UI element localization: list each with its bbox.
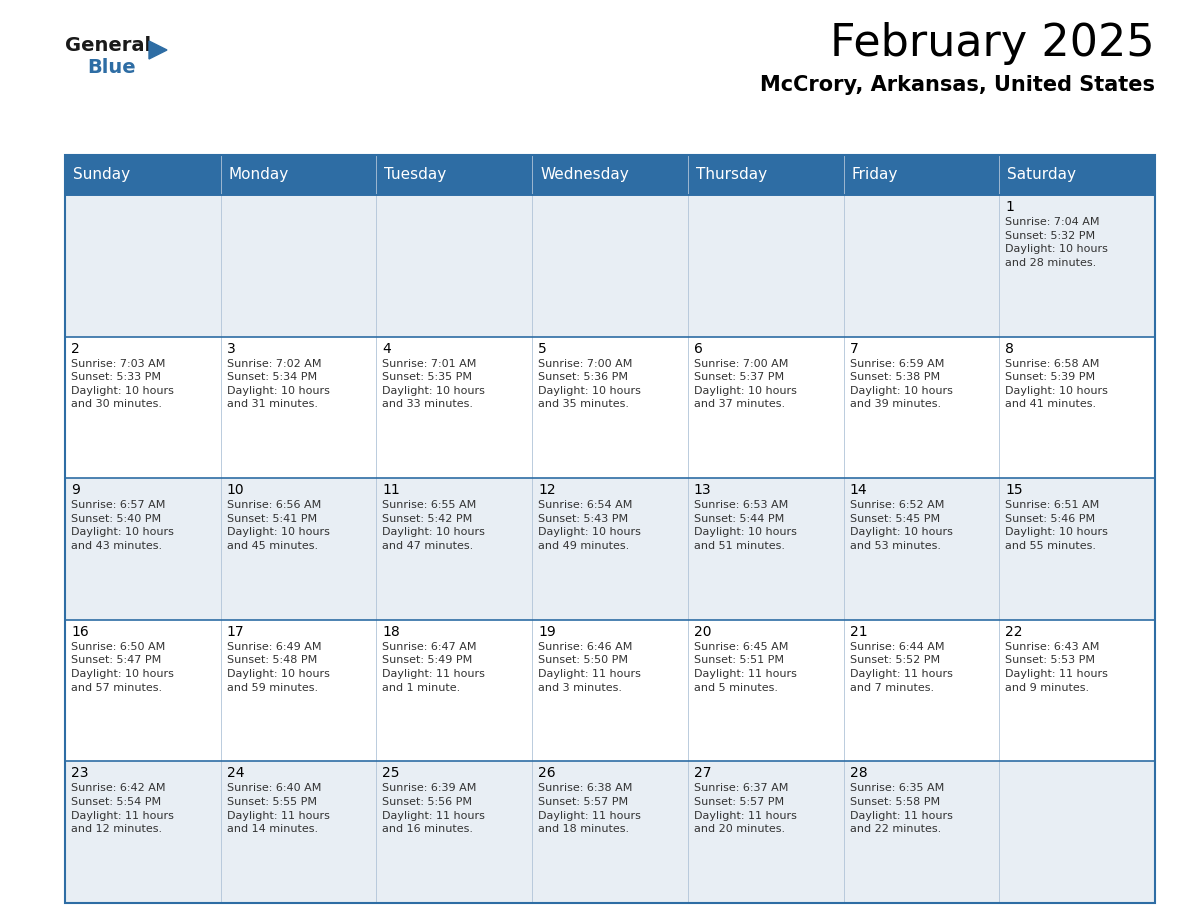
Text: Sunrise: 7:04 AM
Sunset: 5:32 PM
Daylight: 10 hours
and 28 minutes.: Sunrise: 7:04 AM Sunset: 5:32 PM Dayligh… xyxy=(1005,217,1108,268)
Text: Sunrise: 6:45 AM
Sunset: 5:51 PM
Daylight: 11 hours
and 5 minutes.: Sunrise: 6:45 AM Sunset: 5:51 PM Dayligh… xyxy=(694,642,797,692)
Text: 5: 5 xyxy=(538,341,546,355)
Bar xyxy=(65,620,1155,761)
Text: Sunrise: 6:35 AM
Sunset: 5:58 PM
Daylight: 11 hours
and 22 minutes.: Sunrise: 6:35 AM Sunset: 5:58 PM Dayligh… xyxy=(849,783,953,834)
Text: 25: 25 xyxy=(383,767,400,780)
Text: 7: 7 xyxy=(849,341,858,355)
Text: 17: 17 xyxy=(227,625,245,639)
Text: Sunrise: 6:50 AM
Sunset: 5:47 PM
Daylight: 10 hours
and 57 minutes.: Sunrise: 6:50 AM Sunset: 5:47 PM Dayligh… xyxy=(71,642,173,692)
Text: 14: 14 xyxy=(849,483,867,498)
Text: 23: 23 xyxy=(71,767,88,780)
Text: Sunrise: 6:56 AM
Sunset: 5:41 PM
Daylight: 10 hours
and 45 minutes.: Sunrise: 6:56 AM Sunset: 5:41 PM Dayligh… xyxy=(227,500,329,551)
Bar xyxy=(65,337,1155,478)
Text: Sunrise: 6:52 AM
Sunset: 5:45 PM
Daylight: 10 hours
and 53 minutes.: Sunrise: 6:52 AM Sunset: 5:45 PM Dayligh… xyxy=(849,500,953,551)
Text: 13: 13 xyxy=(694,483,712,498)
Text: Sunday: Sunday xyxy=(72,167,131,183)
Text: 11: 11 xyxy=(383,483,400,498)
Text: 12: 12 xyxy=(538,483,556,498)
Text: Monday: Monday xyxy=(229,167,289,183)
Bar xyxy=(65,155,1155,903)
Text: 10: 10 xyxy=(227,483,245,498)
Bar xyxy=(65,195,1155,337)
Bar xyxy=(65,478,1155,620)
Text: 16: 16 xyxy=(71,625,89,639)
Text: Sunrise: 6:38 AM
Sunset: 5:57 PM
Daylight: 11 hours
and 18 minutes.: Sunrise: 6:38 AM Sunset: 5:57 PM Dayligh… xyxy=(538,783,642,834)
Text: 20: 20 xyxy=(694,625,712,639)
Text: 9: 9 xyxy=(71,483,80,498)
Text: 18: 18 xyxy=(383,625,400,639)
Text: General: General xyxy=(65,36,151,55)
Text: 3: 3 xyxy=(227,341,235,355)
Text: Sunrise: 6:44 AM
Sunset: 5:52 PM
Daylight: 11 hours
and 7 minutes.: Sunrise: 6:44 AM Sunset: 5:52 PM Dayligh… xyxy=(849,642,953,692)
Bar xyxy=(377,155,532,195)
Text: 19: 19 xyxy=(538,625,556,639)
Text: Sunrise: 6:51 AM
Sunset: 5:46 PM
Daylight: 10 hours
and 55 minutes.: Sunrise: 6:51 AM Sunset: 5:46 PM Dayligh… xyxy=(1005,500,1108,551)
Bar xyxy=(532,155,688,195)
Text: Sunrise: 6:59 AM
Sunset: 5:38 PM
Daylight: 10 hours
and 39 minutes.: Sunrise: 6:59 AM Sunset: 5:38 PM Dayligh… xyxy=(849,359,953,409)
Text: 15: 15 xyxy=(1005,483,1023,498)
Text: McCrory, Arkansas, United States: McCrory, Arkansas, United States xyxy=(760,75,1155,95)
Polygon shape xyxy=(148,41,168,59)
Text: Sunrise: 6:42 AM
Sunset: 5:54 PM
Daylight: 11 hours
and 12 minutes.: Sunrise: 6:42 AM Sunset: 5:54 PM Dayligh… xyxy=(71,783,173,834)
Text: Sunrise: 7:01 AM
Sunset: 5:35 PM
Daylight: 10 hours
and 33 minutes.: Sunrise: 7:01 AM Sunset: 5:35 PM Dayligh… xyxy=(383,359,486,409)
Text: Sunrise: 7:00 AM
Sunset: 5:36 PM
Daylight: 10 hours
and 35 minutes.: Sunrise: 7:00 AM Sunset: 5:36 PM Dayligh… xyxy=(538,359,642,409)
Text: Blue: Blue xyxy=(87,58,135,77)
Text: 27: 27 xyxy=(694,767,712,780)
Text: Saturday: Saturday xyxy=(1007,167,1076,183)
Text: Sunrise: 6:57 AM
Sunset: 5:40 PM
Daylight: 10 hours
and 43 minutes.: Sunrise: 6:57 AM Sunset: 5:40 PM Dayligh… xyxy=(71,500,173,551)
Bar xyxy=(999,155,1155,195)
Text: Sunrise: 7:03 AM
Sunset: 5:33 PM
Daylight: 10 hours
and 30 minutes.: Sunrise: 7:03 AM Sunset: 5:33 PM Dayligh… xyxy=(71,359,173,409)
Text: Sunrise: 6:55 AM
Sunset: 5:42 PM
Daylight: 10 hours
and 47 minutes.: Sunrise: 6:55 AM Sunset: 5:42 PM Dayligh… xyxy=(383,500,486,551)
Text: Sunrise: 6:40 AM
Sunset: 5:55 PM
Daylight: 11 hours
and 14 minutes.: Sunrise: 6:40 AM Sunset: 5:55 PM Dayligh… xyxy=(227,783,329,834)
Text: Sunrise: 7:00 AM
Sunset: 5:37 PM
Daylight: 10 hours
and 37 minutes.: Sunrise: 7:00 AM Sunset: 5:37 PM Dayligh… xyxy=(694,359,797,409)
Text: Sunrise: 6:37 AM
Sunset: 5:57 PM
Daylight: 11 hours
and 20 minutes.: Sunrise: 6:37 AM Sunset: 5:57 PM Dayligh… xyxy=(694,783,797,834)
Text: 8: 8 xyxy=(1005,341,1015,355)
Text: 4: 4 xyxy=(383,341,391,355)
Text: 26: 26 xyxy=(538,767,556,780)
Text: Tuesday: Tuesday xyxy=(385,167,447,183)
Text: 28: 28 xyxy=(849,767,867,780)
Text: February 2025: February 2025 xyxy=(830,22,1155,65)
Text: Sunrise: 6:43 AM
Sunset: 5:53 PM
Daylight: 11 hours
and 9 minutes.: Sunrise: 6:43 AM Sunset: 5:53 PM Dayligh… xyxy=(1005,642,1108,692)
Bar xyxy=(843,155,999,195)
Text: 6: 6 xyxy=(694,341,703,355)
Text: 22: 22 xyxy=(1005,625,1023,639)
Text: Sunrise: 6:53 AM
Sunset: 5:44 PM
Daylight: 10 hours
and 51 minutes.: Sunrise: 6:53 AM Sunset: 5:44 PM Dayligh… xyxy=(694,500,797,551)
Text: 24: 24 xyxy=(227,767,245,780)
Text: Sunrise: 6:46 AM
Sunset: 5:50 PM
Daylight: 11 hours
and 3 minutes.: Sunrise: 6:46 AM Sunset: 5:50 PM Dayligh… xyxy=(538,642,642,692)
Text: 21: 21 xyxy=(849,625,867,639)
Text: Wednesday: Wednesday xyxy=(541,167,628,183)
Text: Sunrise: 6:58 AM
Sunset: 5:39 PM
Daylight: 10 hours
and 41 minutes.: Sunrise: 6:58 AM Sunset: 5:39 PM Dayligh… xyxy=(1005,359,1108,409)
Text: 2: 2 xyxy=(71,341,80,355)
Text: Sunrise: 6:47 AM
Sunset: 5:49 PM
Daylight: 11 hours
and 1 minute.: Sunrise: 6:47 AM Sunset: 5:49 PM Dayligh… xyxy=(383,642,486,692)
Text: Sunrise: 7:02 AM
Sunset: 5:34 PM
Daylight: 10 hours
and 31 minutes.: Sunrise: 7:02 AM Sunset: 5:34 PM Dayligh… xyxy=(227,359,329,409)
Text: Friday: Friday xyxy=(852,167,898,183)
Bar xyxy=(65,155,221,195)
Text: Thursday: Thursday xyxy=(696,167,767,183)
Text: Sunrise: 6:39 AM
Sunset: 5:56 PM
Daylight: 11 hours
and 16 minutes.: Sunrise: 6:39 AM Sunset: 5:56 PM Dayligh… xyxy=(383,783,486,834)
Bar xyxy=(65,761,1155,903)
Bar xyxy=(221,155,377,195)
Bar xyxy=(688,155,843,195)
Text: Sunrise: 6:49 AM
Sunset: 5:48 PM
Daylight: 10 hours
and 59 minutes.: Sunrise: 6:49 AM Sunset: 5:48 PM Dayligh… xyxy=(227,642,329,692)
Text: 1: 1 xyxy=(1005,200,1015,214)
Text: Sunrise: 6:54 AM
Sunset: 5:43 PM
Daylight: 10 hours
and 49 minutes.: Sunrise: 6:54 AM Sunset: 5:43 PM Dayligh… xyxy=(538,500,642,551)
